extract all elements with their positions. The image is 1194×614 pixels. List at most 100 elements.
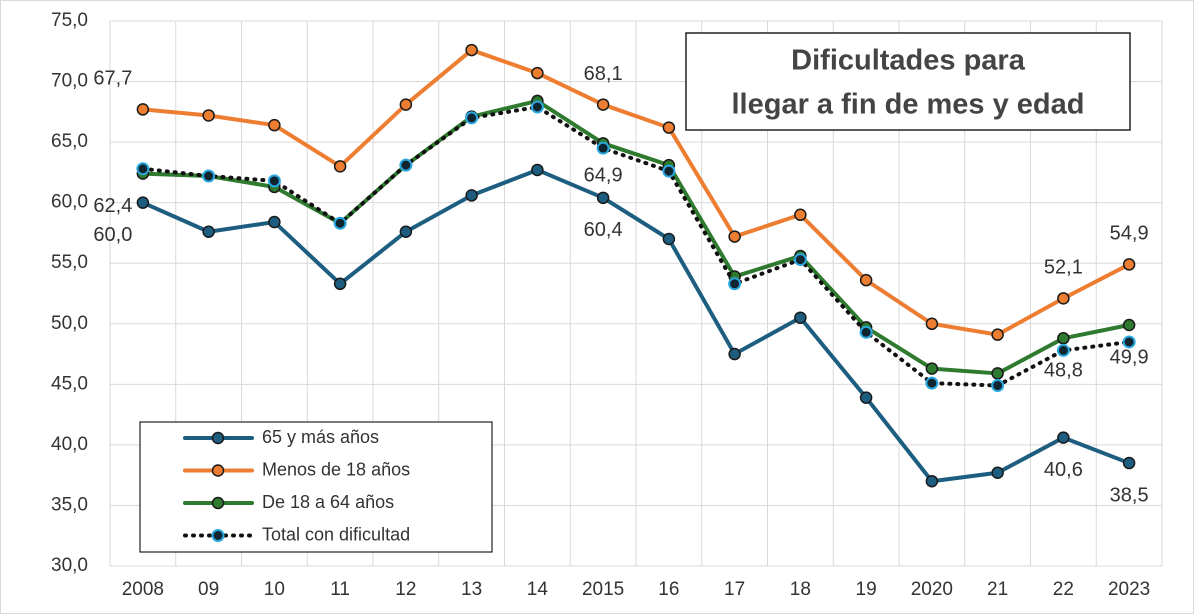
series-marker <box>728 347 741 361</box>
data-label: 38,5 <box>1110 484 1149 506</box>
series-marker <box>991 466 1004 479</box>
series-marker <box>531 66 544 80</box>
legend-box <box>139 421 493 553</box>
series-marker <box>794 311 807 324</box>
chart-title: Dificultades para <box>791 45 1026 77</box>
series-marker <box>333 160 347 173</box>
legend-marker <box>211 464 225 477</box>
series-marker <box>202 225 215 238</box>
series-marker <box>662 164 676 178</box>
series-marker <box>925 362 939 375</box>
series-marker <box>465 111 479 125</box>
series-marker <box>596 98 610 111</box>
series-marker <box>531 163 544 177</box>
series-marker <box>728 230 741 243</box>
data-label: 48,8 <box>1044 360 1083 382</box>
series-marker <box>1057 292 1070 305</box>
data-label: 68,1 <box>584 63 623 85</box>
title-box <box>685 32 1131 131</box>
y-tick-label: 45,0 <box>51 373 88 394</box>
series-marker <box>333 277 347 291</box>
series-marker <box>530 100 544 114</box>
x-tick-label: 13 <box>461 579 482 600</box>
y-tick-label: 35,0 <box>51 494 88 515</box>
x-tick-label: 12 <box>395 579 416 600</box>
series-marker <box>465 189 478 202</box>
series-marker <box>793 253 807 267</box>
legend-marker <box>211 431 225 445</box>
y-tick-label: 60,0 <box>51 192 88 213</box>
series-marker <box>1122 258 1136 271</box>
series-marker <box>136 196 150 209</box>
data-label: 40,6 <box>1044 459 1083 481</box>
series-marker <box>925 376 939 390</box>
x-tick-label: 11 <box>330 579 350 600</box>
series-marker <box>1057 431 1070 444</box>
x-tick-label: 22 <box>1053 579 1074 600</box>
series-marker <box>267 174 281 188</box>
x-tick-label: 14 <box>527 579 549 600</box>
legend-marker <box>211 496 225 510</box>
series-marker <box>596 191 610 205</box>
y-tick-label: 65,0 <box>51 131 88 152</box>
data-label: 67,7 <box>93 68 132 90</box>
series-marker <box>925 474 939 488</box>
chart-title: llegar a fin de mes y edad <box>732 89 1085 121</box>
y-tick-label: 55,0 <box>51 252 88 273</box>
series-marker <box>136 162 150 176</box>
series-line <box>140 167 1132 484</box>
x-tick-label: 10 <box>264 579 285 600</box>
series-marker <box>399 158 413 172</box>
series-marker <box>596 141 610 155</box>
series-marker <box>859 391 873 404</box>
legend-label: 65 y más años <box>262 427 379 447</box>
series-line <box>140 98 1132 376</box>
series-marker <box>202 109 215 122</box>
data-label: 64,9 <box>584 165 623 187</box>
data-label: 52,1 <box>1044 257 1083 279</box>
series-marker <box>399 98 413 111</box>
x-tick-label: 17 <box>724 579 745 600</box>
y-tick-label: 30,0 <box>51 555 88 576</box>
y-tick-label: 70,0 <box>51 71 88 92</box>
y-tick-label: 40,0 <box>51 434 88 455</box>
series-marker <box>859 273 873 287</box>
series-marker <box>202 169 216 183</box>
x-tick-label: 2020 <box>911 579 953 600</box>
x-tick-label: 18 <box>790 579 811 600</box>
series-marker <box>1056 343 1070 357</box>
x-tick-label: 2015 <box>582 579 624 600</box>
series-marker <box>794 208 807 222</box>
legend-label: Total con dificultad <box>262 524 410 544</box>
series-marker <box>728 277 742 291</box>
data-label: 60,0 <box>93 224 132 246</box>
series-marker <box>859 325 873 339</box>
series-marker <box>136 103 150 116</box>
legend-label: De 18 a 64 años <box>262 492 394 512</box>
series-marker <box>1057 332 1070 345</box>
series-marker <box>1122 456 1136 470</box>
data-label: 60,4 <box>584 219 623 241</box>
series-marker <box>991 328 1004 341</box>
series-marker <box>991 367 1004 380</box>
series-marker <box>662 232 676 246</box>
series-marker <box>662 121 676 134</box>
legend-marker <box>211 529 225 542</box>
series-marker <box>465 43 478 57</box>
x-tick-label: 21 <box>987 579 1008 600</box>
legend-label: Menos de 18 años <box>262 459 410 479</box>
x-tick-label: 09 <box>198 579 219 600</box>
y-tick-label: 50,0 <box>51 313 88 334</box>
x-tick-label: 19 <box>856 579 877 600</box>
data-label: 49,9 <box>1110 346 1149 368</box>
y-tick-label: 75,0 <box>51 10 88 31</box>
data-label: 54,9 <box>1110 223 1149 245</box>
x-tick-label: 2023 <box>1108 579 1150 600</box>
series-marker <box>268 215 281 229</box>
series-marker <box>991 379 1005 393</box>
series-marker <box>1122 318 1136 332</box>
series-marker <box>333 216 347 230</box>
series-line <box>140 48 1132 337</box>
x-tick-label: 2008 <box>122 579 164 600</box>
